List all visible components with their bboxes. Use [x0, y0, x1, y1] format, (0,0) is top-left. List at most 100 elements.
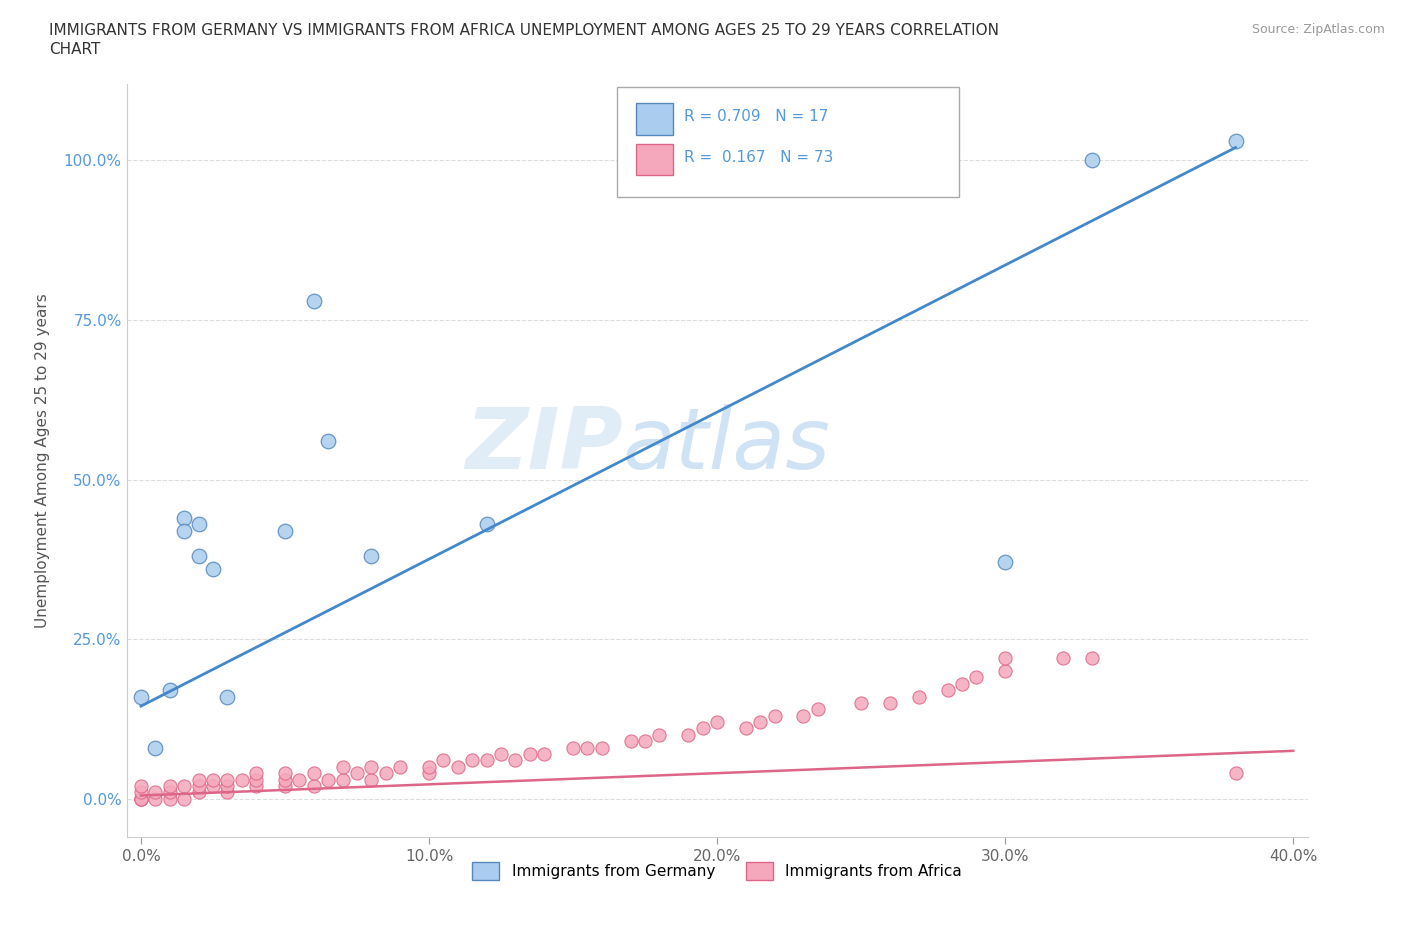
Text: ZIP: ZIP: [465, 404, 623, 486]
Point: [129, 791, 152, 806]
Point: [965, 670, 987, 684]
Legend: Immigrants from Germany, Immigrants from Africa: Immigrants from Germany, Immigrants from…: [465, 856, 969, 886]
Point: [173, 791, 195, 806]
Point: [187, 549, 209, 564]
Point: [316, 772, 339, 787]
Point: [129, 791, 152, 806]
Point: [245, 765, 267, 780]
Point: [201, 562, 224, 577]
Point: [418, 759, 440, 774]
Point: [231, 772, 253, 787]
Point: [159, 785, 181, 800]
Point: [173, 524, 195, 538]
Point: [159, 791, 181, 806]
Point: [1225, 134, 1247, 149]
Point: [245, 772, 267, 787]
Point: [994, 651, 1017, 666]
Point: [143, 785, 166, 800]
Point: [332, 772, 354, 787]
Point: [129, 689, 152, 704]
FancyBboxPatch shape: [617, 87, 959, 197]
Point: [274, 778, 297, 793]
Point: [360, 772, 382, 787]
Point: [475, 517, 498, 532]
Point: [274, 765, 297, 780]
Point: [159, 778, 181, 793]
Point: [129, 778, 152, 793]
Point: [994, 555, 1017, 570]
Point: [217, 778, 239, 793]
Point: [159, 683, 181, 698]
Point: [475, 753, 498, 768]
Point: [274, 772, 297, 787]
Point: [274, 524, 297, 538]
Point: [245, 778, 267, 793]
Point: [187, 778, 209, 793]
Point: [706, 714, 728, 729]
Point: [432, 753, 454, 768]
Point: [316, 433, 339, 448]
Point: [374, 765, 396, 780]
Point: [201, 778, 224, 793]
Point: [792, 709, 814, 724]
Point: [447, 759, 470, 774]
Point: [807, 702, 830, 717]
Y-axis label: Unemployment Among Ages 25 to 29 years: Unemployment Among Ages 25 to 29 years: [35, 293, 49, 628]
Point: [489, 747, 512, 762]
Point: [849, 696, 872, 711]
Point: [187, 772, 209, 787]
Point: [620, 734, 643, 749]
Point: [936, 683, 959, 698]
Text: atlas: atlas: [623, 404, 831, 486]
Point: [217, 785, 239, 800]
Point: [360, 759, 382, 774]
Point: [217, 689, 239, 704]
Point: [1080, 651, 1102, 666]
Point: [519, 747, 541, 762]
Point: [187, 785, 209, 800]
Point: [418, 765, 440, 780]
Point: [217, 772, 239, 787]
Point: [143, 740, 166, 755]
Point: [1080, 153, 1102, 167]
Point: [360, 549, 382, 564]
Point: [749, 714, 772, 729]
Point: [562, 740, 585, 755]
Point: [734, 721, 756, 736]
Point: [129, 791, 152, 806]
Point: [302, 765, 325, 780]
Point: [143, 791, 166, 806]
FancyBboxPatch shape: [636, 144, 673, 176]
Point: [187, 517, 209, 532]
Text: R =  0.167   N = 73: R = 0.167 N = 73: [683, 150, 834, 165]
Point: [692, 721, 714, 736]
Point: [505, 753, 527, 768]
Point: [763, 709, 786, 724]
Point: [907, 689, 929, 704]
Point: [129, 785, 152, 800]
Point: [994, 664, 1017, 679]
Point: [302, 778, 325, 793]
Text: R = 0.709   N = 17: R = 0.709 N = 17: [683, 110, 828, 125]
Text: CHART: CHART: [49, 42, 101, 57]
Text: Source: ZipAtlas.com: Source: ZipAtlas.com: [1251, 23, 1385, 36]
Point: [591, 740, 613, 755]
Point: [648, 727, 671, 742]
Point: [533, 747, 555, 762]
Point: [201, 772, 224, 787]
Point: [173, 778, 195, 793]
Point: [302, 293, 325, 308]
Point: [576, 740, 599, 755]
Point: [332, 759, 354, 774]
Text: IMMIGRANTS FROM GERMANY VS IMMIGRANTS FROM AFRICA UNEMPLOYMENT AMONG AGES 25 TO : IMMIGRANTS FROM GERMANY VS IMMIGRANTS FR…: [49, 23, 1000, 38]
Point: [678, 727, 700, 742]
Point: [173, 511, 195, 525]
Point: [461, 753, 484, 768]
Point: [1052, 651, 1074, 666]
Point: [389, 759, 412, 774]
Point: [288, 772, 311, 787]
Point: [1225, 765, 1247, 780]
Point: [950, 676, 973, 691]
Point: [634, 734, 657, 749]
FancyBboxPatch shape: [636, 103, 673, 135]
